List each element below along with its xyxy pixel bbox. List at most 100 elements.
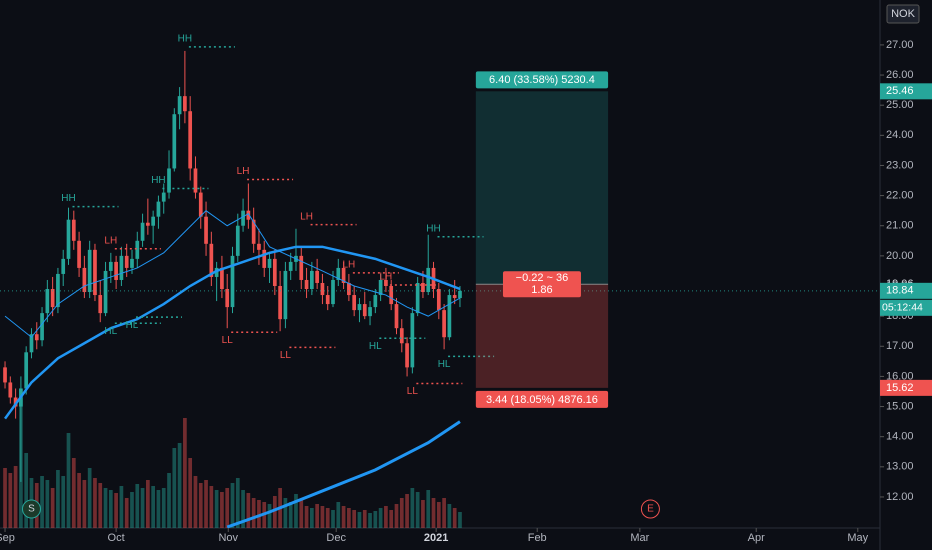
candle-body xyxy=(299,255,304,280)
candle-body xyxy=(309,270,314,290)
volume-bar xyxy=(177,443,182,528)
candle-body xyxy=(156,201,161,217)
volume-bar xyxy=(103,488,108,528)
volume-bar xyxy=(357,512,362,528)
y-tick-label: 17.00 xyxy=(886,340,914,352)
volume-bar xyxy=(304,506,309,528)
candle-body xyxy=(77,240,81,268)
volume-bar xyxy=(389,510,394,528)
x-tick-label: Oct xyxy=(108,532,125,544)
candle-body xyxy=(183,96,187,112)
event-marker[interactable] xyxy=(21,499,41,519)
countdown-bg xyxy=(880,299,932,316)
volume-bar xyxy=(161,488,166,528)
volume-bar xyxy=(40,476,44,528)
candle-body xyxy=(410,313,415,368)
volume-bar xyxy=(378,508,383,528)
volume-bar xyxy=(230,483,235,528)
volume-bar xyxy=(87,468,92,528)
profit-zone xyxy=(475,91,609,285)
volume-bar xyxy=(50,488,55,528)
volume-bar xyxy=(93,478,97,528)
volume-bar xyxy=(135,484,140,528)
candle-body xyxy=(108,261,113,271)
candle-body xyxy=(98,295,103,314)
volume-bar xyxy=(294,494,298,528)
volume-bar xyxy=(299,500,304,528)
y-tick-label: 21.00 xyxy=(886,220,914,232)
volume-bar xyxy=(436,502,441,528)
event-marker[interactable] xyxy=(640,499,660,519)
candle-body xyxy=(278,286,282,320)
volume-bar xyxy=(3,468,7,528)
volume-bar xyxy=(220,492,224,528)
volume-bar xyxy=(124,498,129,528)
pivot-label: LH xyxy=(237,166,250,177)
candle-body xyxy=(3,367,7,383)
candle-body xyxy=(357,304,362,311)
candle-body xyxy=(193,168,198,193)
candle-body xyxy=(82,267,87,293)
pivot-label: LL xyxy=(280,350,292,361)
candle-body xyxy=(272,258,277,286)
event-label: S xyxy=(28,504,35,515)
volume-bar xyxy=(130,492,134,528)
pivot-label: HH xyxy=(178,34,192,45)
last-price: 18.84 xyxy=(886,285,914,297)
candle-body xyxy=(421,282,425,293)
candle-body xyxy=(262,249,267,268)
volume-bar xyxy=(341,506,346,528)
volume-bar xyxy=(8,473,13,528)
volume-bar xyxy=(193,476,198,528)
pivot-label: LL xyxy=(222,335,234,346)
entry-label: −0.22 ~ 36 xyxy=(516,272,569,284)
volume-bar xyxy=(209,486,214,528)
volume-bar xyxy=(426,490,431,528)
candle-body xyxy=(124,255,129,268)
volume-bar xyxy=(114,493,118,528)
candle-body xyxy=(452,295,457,299)
candle-body xyxy=(341,267,346,283)
candle-body xyxy=(362,304,367,317)
volume-bar xyxy=(399,498,404,528)
candle-body xyxy=(246,210,251,220)
candle-body xyxy=(373,295,378,308)
candle-body xyxy=(146,222,150,226)
y-tick-label: 16.00 xyxy=(886,370,914,382)
countdown: 05:12:44 xyxy=(882,302,923,314)
candle-body xyxy=(40,313,44,341)
stop-label-bg xyxy=(475,390,609,408)
symbol-badge[interactable] xyxy=(886,4,920,24)
volume-bar xyxy=(421,500,425,528)
candle-body xyxy=(172,114,177,169)
candle-body xyxy=(315,270,319,283)
candle-body xyxy=(34,334,39,341)
candle-body xyxy=(251,219,256,244)
stop-price-bg xyxy=(880,379,932,396)
candle-body xyxy=(50,289,55,308)
candle-body xyxy=(198,192,203,217)
target-label: 6.40 (33.58%) 5230.4 xyxy=(489,74,595,86)
candle-body xyxy=(368,307,372,317)
candle-body xyxy=(458,290,462,299)
candle-body xyxy=(331,279,335,305)
candle-body xyxy=(24,352,29,389)
volume-bar xyxy=(336,502,341,528)
volume-bar xyxy=(394,504,399,528)
volume-bar xyxy=(146,480,150,528)
volume-bar xyxy=(13,466,18,528)
candle-body xyxy=(45,289,50,314)
pivot-label: LH xyxy=(300,211,313,222)
x-tick-label: Nov xyxy=(218,532,238,544)
candle-body xyxy=(204,216,208,244)
candle-body xyxy=(220,267,224,290)
volume-bar xyxy=(214,490,219,528)
pivot-label: HH xyxy=(426,223,440,234)
volume-bar xyxy=(71,458,76,528)
candle-body xyxy=(140,222,145,241)
candle-body xyxy=(177,96,182,115)
pivot-label: HL xyxy=(104,326,117,337)
candle-body xyxy=(426,267,431,293)
volume-bar xyxy=(151,486,155,528)
